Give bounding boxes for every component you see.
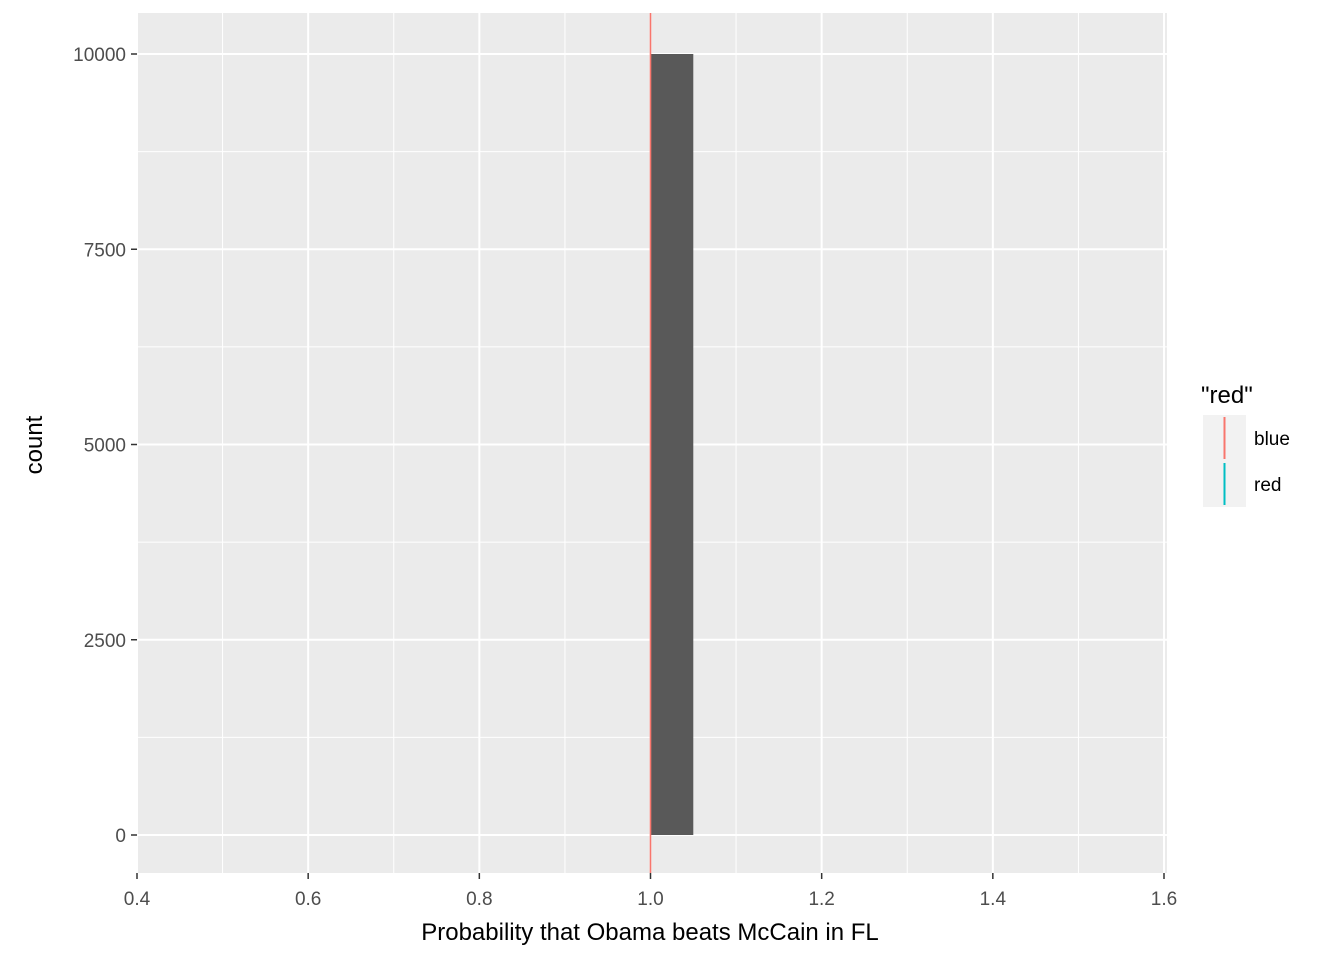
y-tick-label: 0	[115, 826, 126, 847]
y-axis: 0 2500 5000 7500 10000	[73, 45, 137, 847]
legend-label-red: red	[1254, 475, 1281, 496]
y-tick-label: 5000	[84, 436, 126, 457]
x-tick-label: 1.0	[637, 889, 663, 910]
y-tick-label: 10000	[73, 45, 126, 66]
x-tick-label: 0.6	[295, 889, 321, 910]
plot-panel	[136, 13, 1167, 873]
legend-title: "red"	[1201, 382, 1253, 409]
x-tick-label: 0.8	[466, 889, 492, 910]
x-axis: 0.4 0.6 0.8 1.0 1.2 1.4 1.6	[124, 873, 1177, 910]
histogram-bar	[650, 54, 694, 835]
x-tick-label: 0.4	[124, 889, 151, 910]
y-tick-label: 7500	[84, 240, 126, 261]
y-axis-title: count	[21, 415, 48, 474]
x-tick-label: 1.6	[1151, 889, 1177, 910]
y-tick-label: 2500	[84, 631, 126, 652]
x-axis-title: Probability that Obama beats McCain in F…	[421, 919, 879, 946]
x-tick-label: 1.4	[980, 889, 1007, 910]
legend-label-blue: blue	[1254, 429, 1290, 450]
x-tick-label: 1.2	[808, 889, 834, 910]
legend: "red" blue red	[1201, 382, 1290, 507]
